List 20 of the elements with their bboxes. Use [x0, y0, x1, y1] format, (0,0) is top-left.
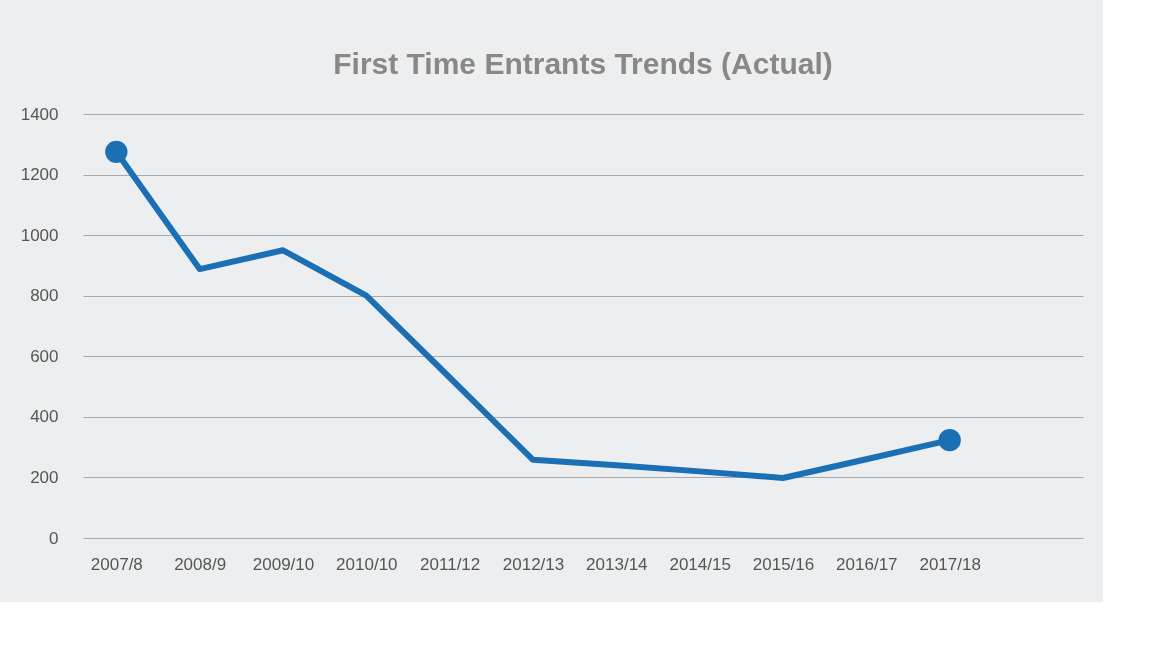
y-tick-label: 200 [30, 467, 59, 487]
y-tick-label: 400 [30, 407, 59, 427]
x-tick-label: 2016/17 [836, 554, 898, 574]
x-tick-label: 2014/15 [669, 554, 731, 574]
y-tick-label: 1000 [20, 225, 59, 245]
y-tick-label: 600 [30, 346, 59, 366]
x-tick-label: 2017/18 [919, 554, 981, 574]
x-tick-label: 2009/10 [252, 554, 315, 574]
x-tick-label: 2010/10 [336, 554, 398, 574]
x-tick-label: 2008/9 [174, 554, 227, 574]
x-tick-label: 2007/8 [90, 554, 143, 574]
y-tick-label: 1400 [20, 104, 59, 124]
x-tick-label: 2015/16 [752, 554, 815, 574]
x-tick-label: 2012/13 [502, 554, 565, 574]
x-tick-label: 2013/14 [586, 554, 648, 574]
y-tick-label: 1200 [20, 165, 59, 185]
y-tick-label: 0 [49, 528, 59, 548]
y-tick-label: 800 [30, 286, 59, 306]
x-tick-label: 2011/12 [420, 554, 481, 574]
chart-title: First Time Entrants Trends (Actual) [333, 47, 833, 80]
